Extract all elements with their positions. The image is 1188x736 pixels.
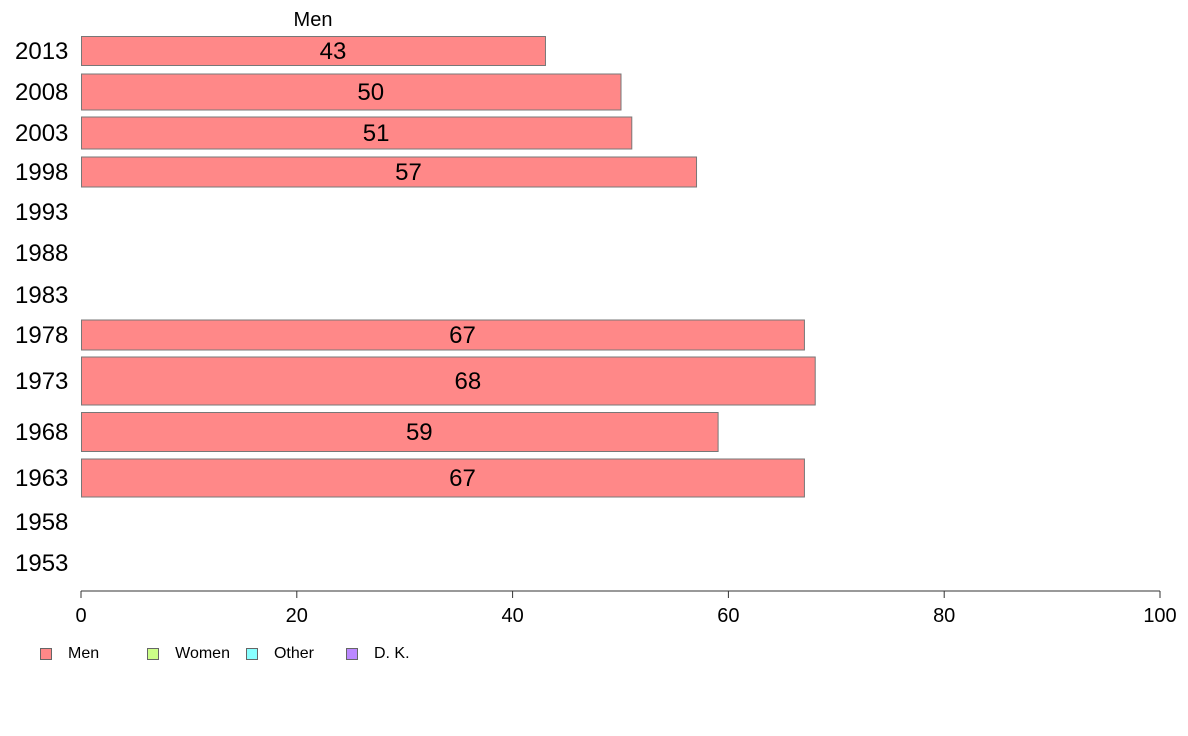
x-tick-label-40: 40 bbox=[501, 605, 523, 627]
x-tick-label-0: 0 bbox=[75, 605, 86, 627]
x-tick-label-20: 20 bbox=[286, 605, 308, 627]
legend-label-dk: D. K. bbox=[373, 645, 410, 662]
legend: Men Women Other D. K. bbox=[40, 645, 426, 663]
legend-swatch-men bbox=[40, 648, 52, 660]
data-label-1963: 67 bbox=[449, 465, 476, 492]
x-tick-label-100: 100 bbox=[1143, 605, 1176, 627]
bar-1968 bbox=[81, 412, 719, 452]
legend-item-men: Men bbox=[40, 645, 99, 663]
y-tick-label-2008: 2008 bbox=[15, 79, 68, 106]
y-tick-label-1978: 1978 bbox=[15, 322, 68, 349]
y-tick-label-1973: 1973 bbox=[15, 368, 68, 395]
y-tick-label-1988: 1988 bbox=[15, 240, 68, 267]
y-tick-label-1958: 1958 bbox=[15, 509, 68, 536]
x-tick-label-60: 60 bbox=[717, 605, 739, 627]
bar-1998 bbox=[81, 156, 698, 188]
bar-2008 bbox=[81, 73, 622, 111]
legend-item-dk: D. K. bbox=[345, 645, 410, 663]
legend-swatch-other bbox=[245, 648, 258, 660]
chart-title: Men bbox=[294, 9, 333, 31]
y-tick-label-1993: 1993 bbox=[15, 199, 68, 226]
data-label-2013: 43 bbox=[320, 38, 347, 65]
legend-label-other: Other bbox=[273, 645, 314, 662]
y-axis-labels: 2013 2008 2003 1998 1993 1988 1983 1978 1973 1968… bbox=[15, 38, 68, 577]
y-tick-label-1983: 1983 bbox=[15, 282, 68, 309]
legend-swatch-women bbox=[147, 648, 160, 660]
data-label-1973: 68 bbox=[455, 368, 482, 395]
data-label-2003: 51 bbox=[363, 120, 390, 147]
bar-1978 bbox=[81, 319, 805, 351]
legend-swatch-dk bbox=[345, 648, 358, 660]
bar-1973 bbox=[81, 356, 816, 406]
bar-2013 bbox=[81, 36, 546, 66]
data-label-1998: 57 bbox=[395, 159, 422, 186]
y-tick-label-1953: 1953 bbox=[15, 550, 68, 577]
x-tick-label-80: 80 bbox=[933, 605, 955, 627]
data-label-2008: 50 bbox=[357, 79, 384, 106]
legend-item-women: Women bbox=[147, 645, 230, 663]
y-tick-label-1963: 1963 bbox=[15, 465, 68, 492]
y-tick-label-2003: 2003 bbox=[15, 120, 68, 147]
data-label-1968: 59 bbox=[406, 419, 433, 446]
x-axis: 0 20 40 60 80 100 bbox=[75, 590, 1177, 627]
legend-label-men: Men bbox=[68, 645, 100, 662]
data-label-1978: 67 bbox=[449, 322, 476, 349]
bar-2003 bbox=[81, 116, 633, 150]
y-tick-label-1998: 1998 bbox=[15, 159, 68, 186]
bar-1963 bbox=[81, 458, 805, 498]
y-tick-label-2013: 2013 bbox=[15, 38, 68, 65]
y-tick-label-1968: 1968 bbox=[15, 419, 68, 446]
legend-label-women: Women bbox=[175, 645, 230, 662]
legend-item-other: Other bbox=[245, 645, 314, 663]
